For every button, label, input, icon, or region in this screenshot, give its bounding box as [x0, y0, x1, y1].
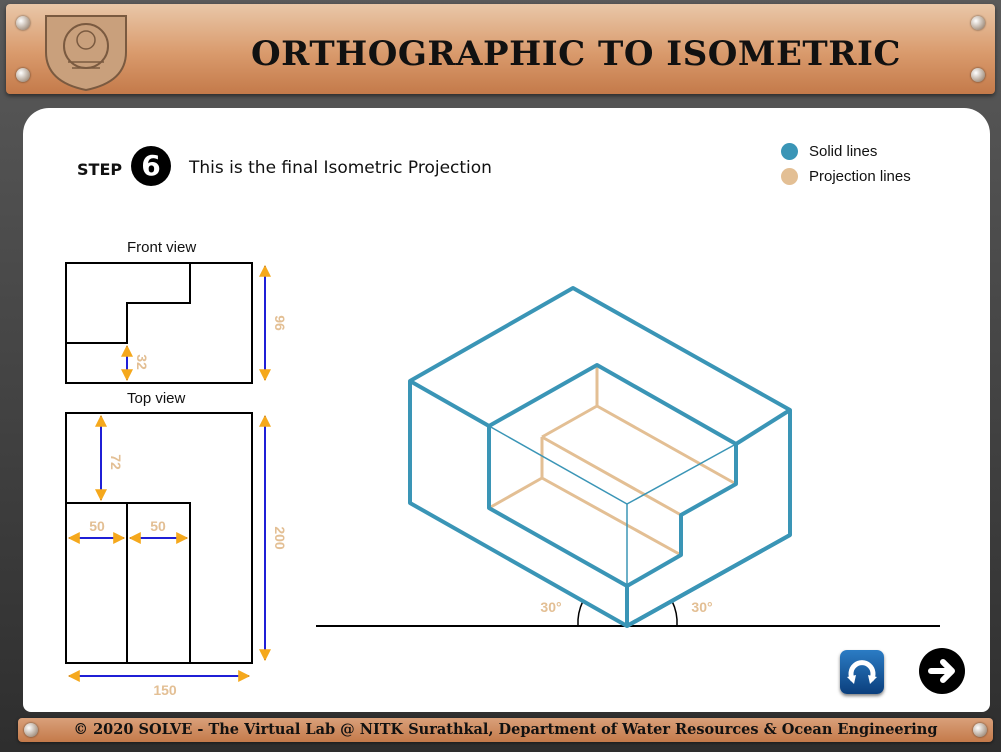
legend-projection-label: Projection lines	[809, 168, 911, 185]
next-arrow-icon	[928, 659, 955, 683]
front-view-drawing	[65, 262, 253, 384]
footer-bar: © 2020 SOLVE - The Virtual Lab @ NITK Su…	[18, 718, 993, 742]
dim-label-50a: 50	[89, 518, 105, 534]
top-view-dim-50a: 50	[67, 518, 126, 544]
page-title: ORTHOGRAPHIC TO ISOMETRIC	[251, 34, 901, 74]
top-view-dim-50b: 50	[128, 518, 189, 544]
next-button[interactable]	[919, 648, 965, 694]
screw-icon	[16, 16, 30, 30]
content-panel	[23, 108, 990, 712]
reload-button[interactable]	[840, 650, 884, 694]
step-number-badge: 6	[131, 146, 171, 186]
dim-label-32: 32	[134, 354, 150, 370]
projection-lines-legend-dot	[781, 168, 798, 185]
dim-label-150: 150	[153, 682, 177, 698]
top-view-dim-150: 150	[67, 670, 251, 698]
screw-icon	[971, 16, 985, 30]
front-view-step-dimension: 32	[121, 344, 150, 382]
isometric-solid-lines	[408, 286, 792, 628]
top-view-dim-200: 200	[259, 414, 288, 662]
front-view-height-dimension: 96	[259, 264, 288, 382]
dim-label-50b: 50	[150, 518, 166, 534]
angle-label-left: 30°	[540, 599, 561, 615]
legend-solid-label: Solid lines	[809, 143, 878, 160]
dim-label-72: 72	[108, 454, 124, 470]
header-bar: ORTHOGRAPHIC TO ISOMETRIC	[6, 4, 995, 94]
angle-label-right: 30°	[691, 599, 712, 615]
angle-arc-right	[671, 600, 678, 627]
step-instruction: This is the final Isometric Projection	[189, 158, 492, 178]
screw-icon	[971, 68, 985, 82]
isometric-thin-lines	[488, 425, 737, 586]
step-label: STEP	[77, 160, 123, 179]
projection-lines	[488, 365, 737, 557]
screw-icon	[16, 68, 30, 82]
angle-arc-left	[577, 600, 584, 627]
front-view-label: Front view	[127, 239, 197, 256]
institute-logo	[45, 15, 127, 92]
dim-label-200: 200	[272, 526, 288, 550]
dim-label-96: 96	[272, 315, 288, 331]
reload-icon	[847, 660, 877, 684]
solid-lines-legend-dot	[781, 143, 798, 160]
top-view-drawing	[65, 412, 253, 664]
screw-icon	[973, 723, 987, 737]
footer-copyright: © 2020 SOLVE - The Virtual Lab @ NITK Su…	[73, 721, 938, 738]
top-view-label: Top view	[127, 390, 186, 407]
screw-icon	[24, 723, 38, 737]
top-view-dim-72: 72	[95, 414, 124, 502]
